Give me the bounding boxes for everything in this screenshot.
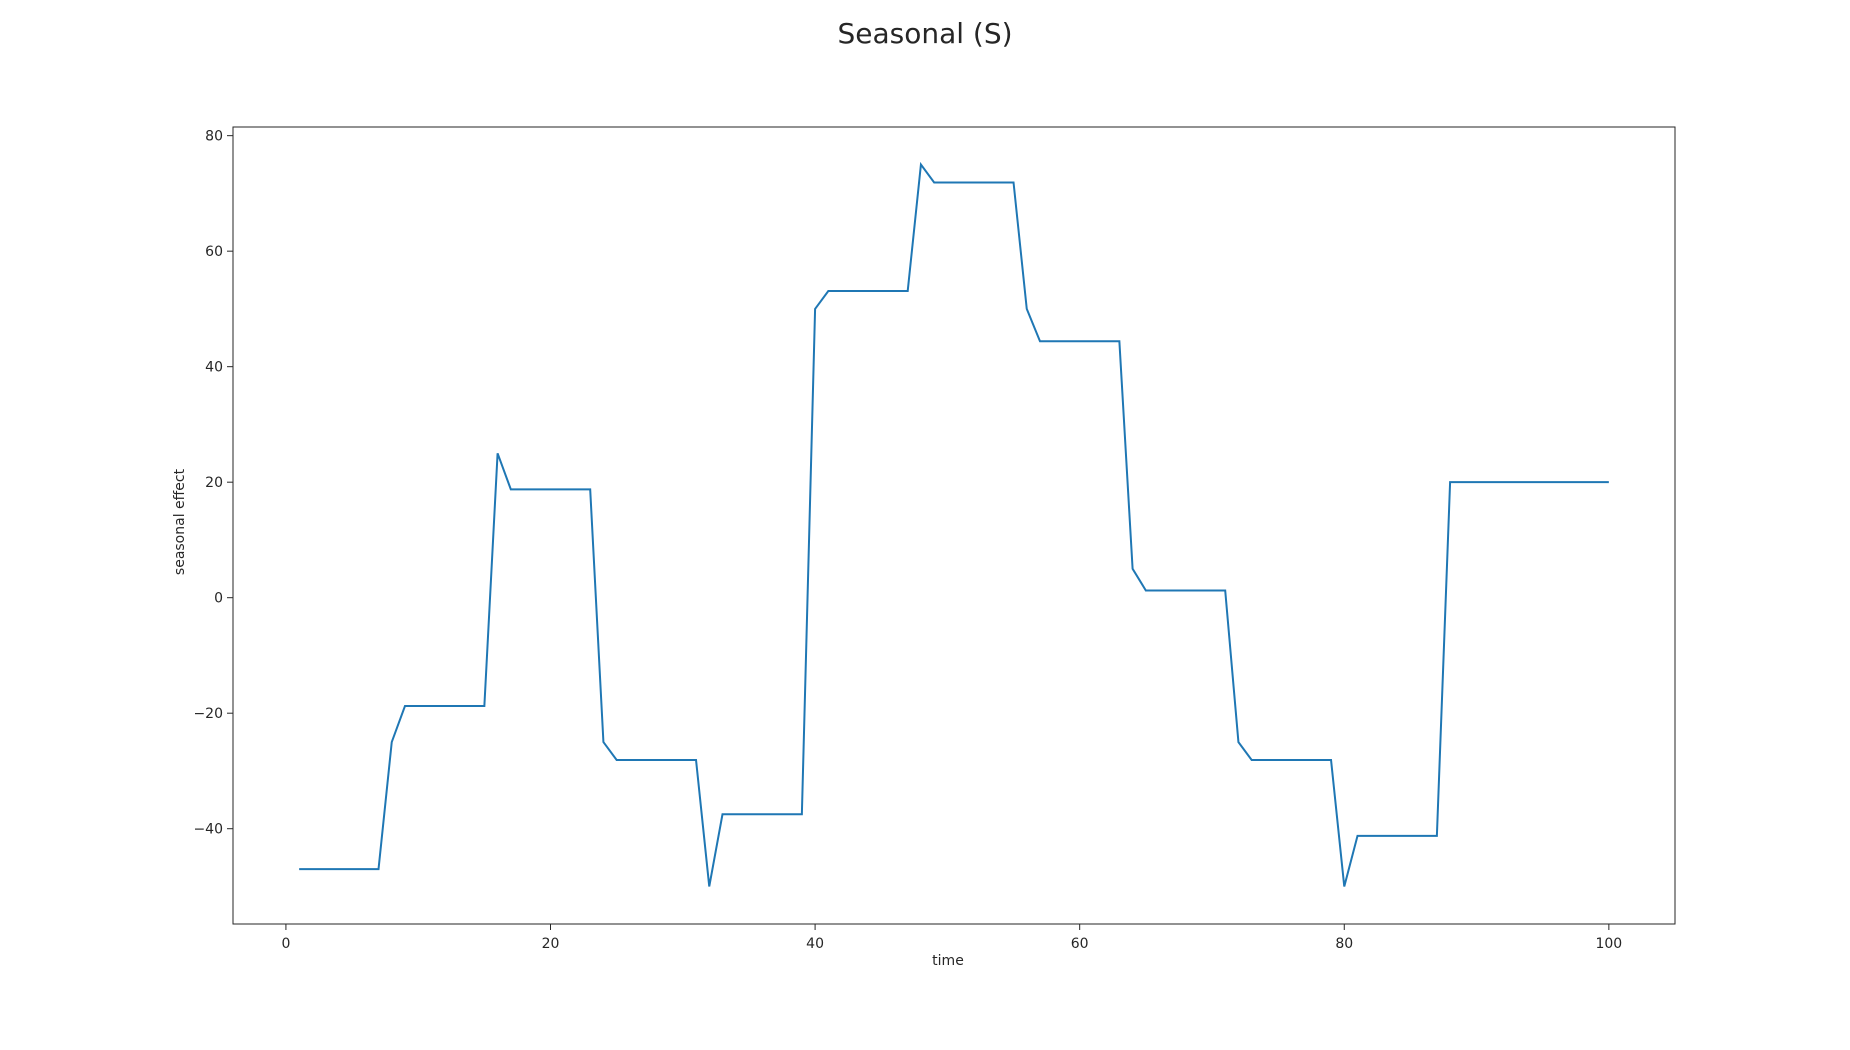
y-tick-label: 20 (205, 475, 223, 491)
y-tick-label: 60 (205, 244, 223, 260)
x-tick-label: 20 (542, 936, 560, 952)
chart-title: Seasonal (S) (837, 17, 1012, 50)
y-tick-label: −20 (193, 706, 223, 722)
y-tick-label: 0 (214, 591, 223, 607)
x-tick-label: 40 (806, 936, 824, 952)
x-tick-label: 80 (1335, 936, 1353, 952)
tick-layer: 0 20 40 60 80 100 −40 −20 0 20 40 60 80 (193, 129, 1622, 952)
x-axis-label: time (932, 953, 964, 969)
x-tick-label: 100 (1595, 936, 1622, 952)
y-tick-label: 40 (205, 360, 223, 376)
seasonal-series-line (299, 161, 1609, 887)
axes-frame (232, 126, 1676, 925)
y-tick-label: 80 (205, 129, 223, 145)
y-axis-label: seasonal effect (172, 468, 188, 575)
x-tick-label: 0 (281, 936, 290, 952)
x-tick-label: 60 (1071, 936, 1089, 952)
y-tick-label: −40 (193, 822, 223, 838)
